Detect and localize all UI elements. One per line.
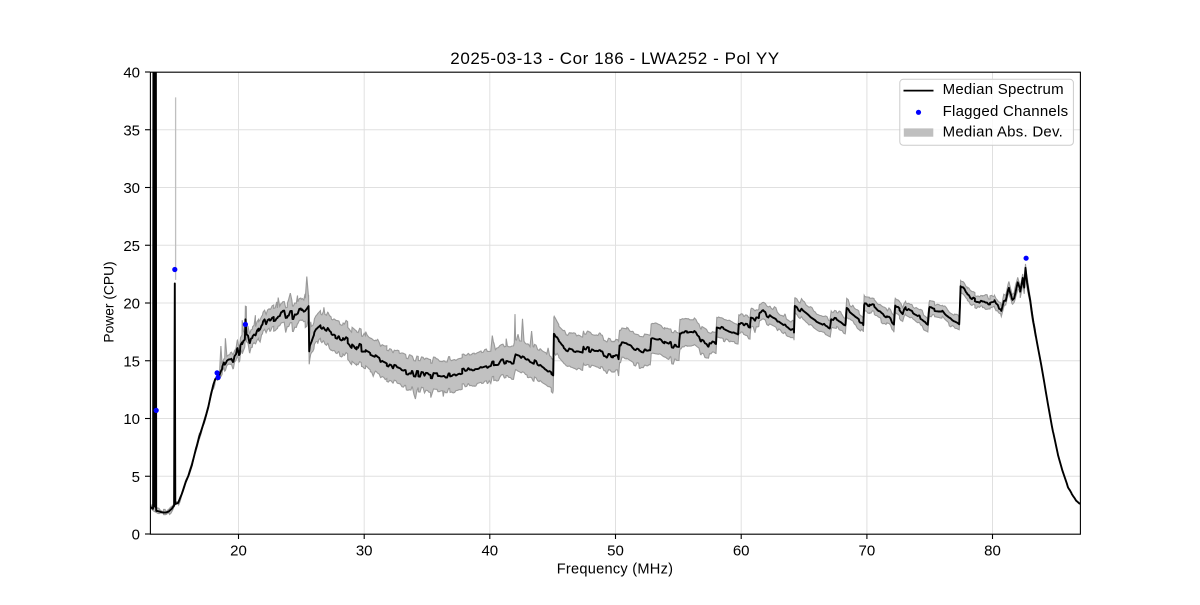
svg-text:10: 10 — [123, 411, 140, 428]
svg-text:15: 15 — [123, 353, 140, 370]
svg-text:40: 40 — [123, 65, 140, 82]
svg-text:20: 20 — [123, 296, 140, 313]
svg-text:Median Spectrum: Median Spectrum — [943, 81, 1064, 98]
svg-text:80: 80 — [984, 543, 1001, 560]
svg-text:40: 40 — [481, 543, 498, 560]
svg-text:20: 20 — [230, 543, 247, 560]
svg-text:Frequency (MHz): Frequency (MHz) — [557, 562, 673, 578]
svg-text:0: 0 — [132, 527, 140, 544]
svg-text:Flagged Channels: Flagged Channels — [943, 103, 1069, 120]
svg-text:50: 50 — [607, 543, 624, 560]
svg-text:2025-03-13 - Cor 186 - LWA252: 2025-03-13 - Cor 186 - LWA252 - Pol YY — [450, 49, 779, 68]
svg-text:Power (CPU): Power (CPU) — [101, 261, 116, 342]
svg-text:30: 30 — [123, 180, 140, 197]
svg-text:30: 30 — [356, 543, 373, 560]
svg-text:60: 60 — [733, 543, 750, 560]
svg-text:70: 70 — [859, 543, 876, 560]
svg-text:35: 35 — [123, 122, 140, 139]
svg-text:5: 5 — [132, 469, 140, 486]
svg-text:Median Abs. Dev.: Median Abs. Dev. — [943, 123, 1063, 140]
svg-text:25: 25 — [123, 238, 140, 255]
